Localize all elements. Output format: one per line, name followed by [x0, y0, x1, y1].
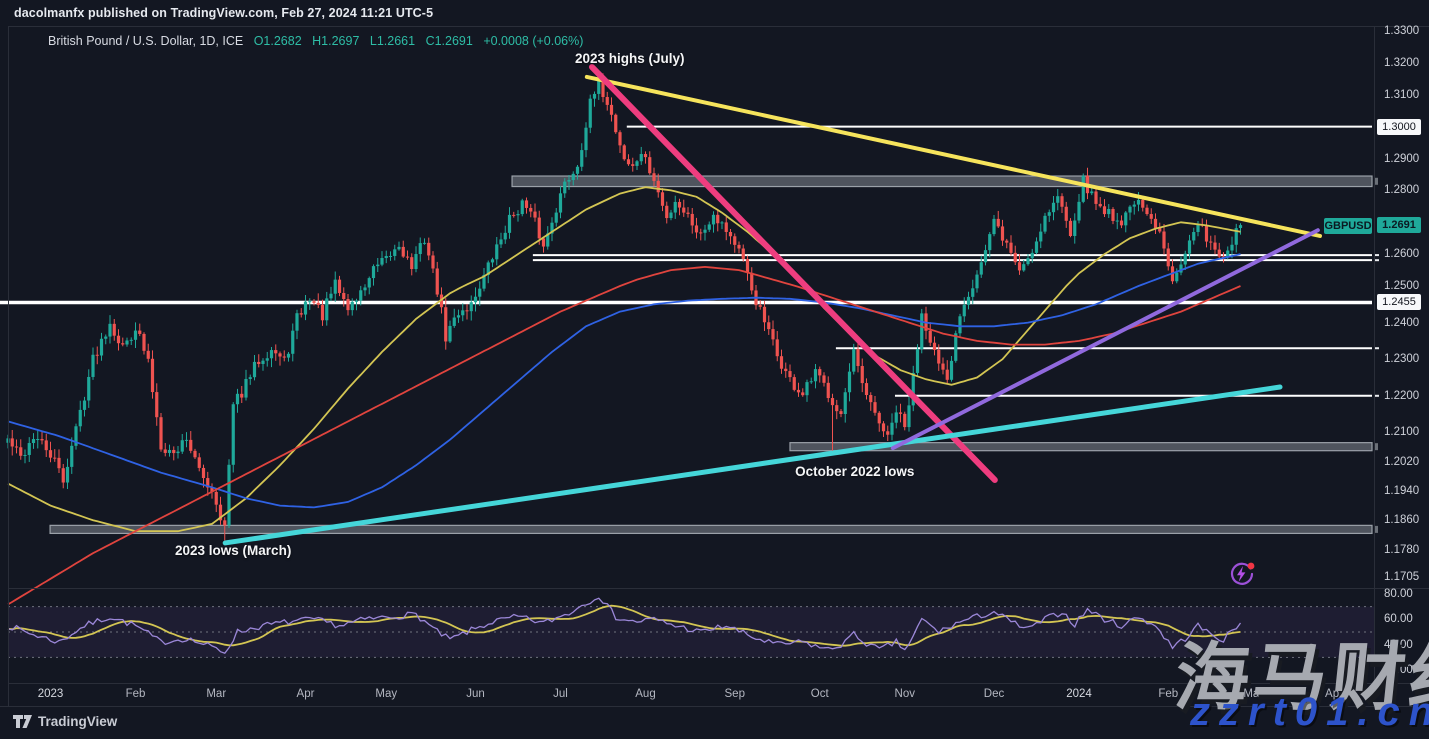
price-axis-tick: 1.1860 [1384, 514, 1420, 527]
price-axis-tick: 1.2200 [1384, 389, 1420, 402]
price-axis-tick: 1.2300 [1384, 353, 1420, 366]
rsi-line [7, 597, 1242, 654]
long-term-support-cyan [222, 384, 1283, 546]
watermark-url: zzrt01.cn [1190, 690, 1429, 734]
time-axis-tick: Dec [983, 688, 1005, 700]
price-axis-tick: 1.2600 [1384, 248, 1420, 261]
time-axis-tick: Mar [1243, 688, 1264, 700]
recovery-support-purple [890, 228, 1320, 451]
chart-annotation: October 2022 lows [795, 464, 915, 480]
time-axis-tick: Apr [296, 688, 315, 700]
levels-layer [0, 125, 1379, 397]
tradingview-brand-label: TradingView [38, 714, 118, 729]
level-price-badge: 1.3000 [1377, 118, 1421, 135]
rsi-ma-line [7, 604, 1241, 647]
chart-left-border [8, 26, 9, 706]
tradingview-logo-icon [13, 715, 32, 728]
time-axis-tick: Jul [553, 688, 568, 700]
zones-layer [49, 175, 1378, 535]
time-axis-tick: Feb [1158, 688, 1179, 700]
legend-low: L1.2661 [369, 34, 416, 48]
descending-from-2023-highs [584, 74, 1322, 238]
rsi-layer [7, 597, 1374, 658]
price-axis-tick: 1.2800 [1384, 184, 1420, 197]
price-axis-tick: 1.1940 [1384, 484, 1420, 497]
lightning-refresh-icon [1230, 562, 1255, 585]
symbol-legend: British Pound / U.S. Dollar, 1D, ICE O1.… [48, 34, 583, 48]
time-axis-tick: Sep [724, 688, 745, 700]
time-axis-tick: Feb [125, 688, 146, 700]
last-price-badge: 1.2691 [1377, 217, 1421, 234]
time-axis-top-border [8, 683, 1429, 684]
price-axis-tick: 1.3300 [1384, 25, 1420, 37]
time-axis-tick: Nov [894, 688, 915, 700]
chart-top-border [8, 26, 1429, 27]
legend-high: H1.2697 [312, 34, 360, 48]
price-axis-tick: 1.3200 [1384, 56, 1420, 69]
price-axis-tick: 1.1780 [1384, 543, 1420, 556]
ma-yellow [7, 186, 1241, 533]
tradingview-brand-link[interactable]: TradingView [13, 714, 117, 729]
price-axis-tick: 1.1705 [1384, 570, 1420, 583]
price-axis-tick: 1.2900 [1384, 152, 1420, 165]
price-axis-tick: 1.2100 [1384, 426, 1420, 439]
price-axis-tick: 1.2020 [1384, 455, 1420, 468]
symbol-price-flag: GBPUSD [1324, 218, 1372, 234]
ma-blue [7, 253, 1241, 509]
steep-decline-pink [588, 64, 998, 483]
candles-layer [6, 73, 1243, 541]
trendlines-layer [222, 64, 1322, 546]
legend-close: C1.2691 [425, 34, 473, 48]
time-axis-tick: Apr [1325, 688, 1343, 700]
legend-title: British Pound / U.S. Dollar, 1D, ICE [48, 34, 244, 48]
level-price-badge: 1.2455 [1377, 294, 1421, 311]
indicator-axis-tick: 80.00 [1384, 588, 1413, 600]
indicator-axis-tick: 60.00 [1384, 613, 1413, 626]
legend-open: O1.2682 [253, 34, 302, 48]
moving-averages-layer [7, 186, 1241, 606]
chart-annotation: 2023 highs (July) [574, 50, 685, 66]
time-axis-tick: 2023 [37, 688, 64, 700]
price-axis-separator [1374, 26, 1375, 683]
price-axis-tick: 1.2400 [1384, 316, 1420, 329]
time-axis-tick: 2024 [1066, 688, 1092, 700]
price-axis-tick: 1.2500 [1384, 280, 1420, 292]
price-axis-tick: 1.3100 [1384, 88, 1420, 101]
chart-annotation: 2023 lows (March) [175, 543, 292, 559]
time-axis-bottom-border [0, 706, 1429, 707]
legend-change: +0.0008 (+0.06%) [483, 34, 584, 48]
pane-separator [8, 588, 1429, 589]
time-axis-tick: Mar [206, 688, 227, 700]
time-axis-tick: Jun [466, 688, 485, 700]
time-axis-tick: Oct [810, 688, 829, 700]
time-axis-tick: May [375, 688, 398, 700]
indicator-axis-tick: 20.00 [1384, 664, 1413, 676]
load-realtime-chart-button[interactable] [1226, 559, 1256, 589]
time-axis-tick: Aug [635, 688, 656, 700]
published-line: dacolmanfx published on TradingView.com,… [14, 6, 434, 20]
indicator-axis-tick: 40.00 [1384, 638, 1413, 651]
ma-red [7, 265, 1241, 606]
